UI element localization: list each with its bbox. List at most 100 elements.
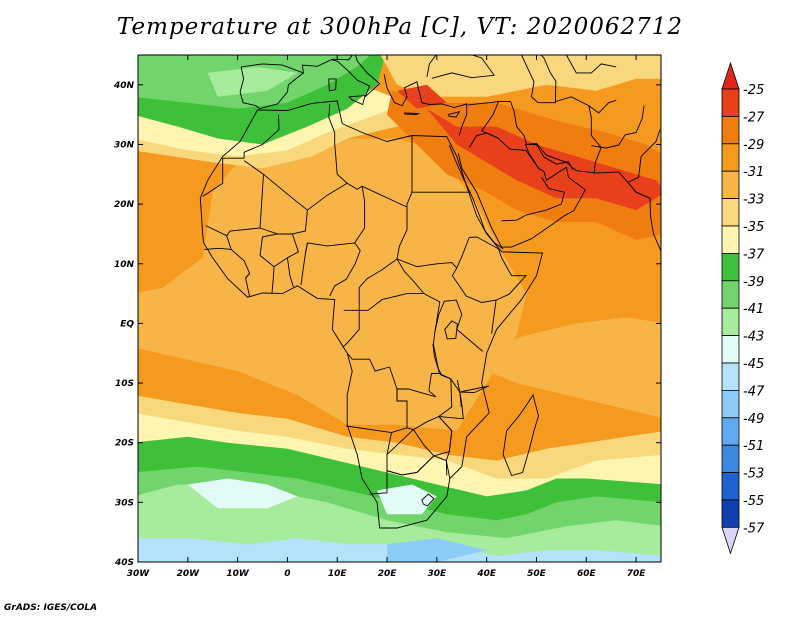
crete bbox=[403, 112, 420, 116]
field-patch-43-south bbox=[187, 478, 298, 509]
border-morocco-algeria bbox=[243, 114, 280, 159]
grads-credit: GrADS: IGES/COLA bbox=[4, 603, 98, 613]
colorbar-swatch bbox=[721, 225, 740, 254]
colorbar-top-arrow bbox=[721, 61, 740, 90]
colorbar-swatch bbox=[721, 499, 740, 528]
border-ghana-togo bbox=[286, 257, 294, 288]
colorbar-level-label: -51 bbox=[743, 439, 764, 454]
colorbar-level-label: -49 bbox=[743, 412, 764, 427]
border-kenya-tanzania bbox=[456, 329, 483, 352]
lon-tick-label: 20W bbox=[177, 569, 201, 579]
lat-tick-label: EQ bbox=[120, 319, 134, 329]
balkan-turkey-coast bbox=[383, 74, 468, 136]
border-turkmenistan bbox=[555, 96, 617, 114]
lon-tick-label: 20E bbox=[378, 569, 398, 579]
colorbar-swatch bbox=[721, 88, 740, 117]
border-tanzania-south bbox=[439, 373, 489, 394]
field-core-25-arabia bbox=[426, 108, 661, 211]
lat-tick-label: 10N bbox=[114, 260, 135, 270]
colorbar-swatch bbox=[721, 335, 740, 364]
border-western-sahara bbox=[202, 157, 245, 197]
field-band-31-africa bbox=[138, 138, 527, 431]
border-afghan-pak bbox=[591, 105, 645, 149]
field-patch-41-north bbox=[207, 66, 298, 97]
border-cameroon-nigeria bbox=[329, 242, 361, 297]
field-band-31-east bbox=[486, 317, 661, 418]
border-drc-east bbox=[396, 293, 441, 401]
lat-tick-label: 20N bbox=[114, 200, 135, 210]
border-senegal-guinea bbox=[204, 247, 232, 250]
lon-tick-label: 10W bbox=[226, 569, 250, 579]
madagascar-coastline bbox=[502, 393, 539, 477]
colorbar-level-label: -43 bbox=[743, 330, 764, 345]
africa-coastline bbox=[199, 100, 544, 529]
border-tunisia-algeria bbox=[328, 103, 336, 144]
border-iraq-iran bbox=[510, 101, 527, 145]
lat-tick-label: 30N bbox=[114, 140, 135, 150]
border-chad-sudan bbox=[396, 207, 408, 260]
lat-tick-label: 40N bbox=[113, 81, 135, 91]
border-niger-chad bbox=[354, 186, 366, 244]
med-north-coast bbox=[241, 55, 381, 98]
colorbar-level-label: -37 bbox=[743, 247, 765, 262]
border-iraq-syria bbox=[481, 101, 500, 139]
lon-tick-label: 60E bbox=[577, 569, 597, 579]
border-pakistan-india bbox=[628, 129, 661, 183]
border-south-africa bbox=[386, 455, 448, 476]
border-saudi bbox=[468, 132, 540, 170]
lat-tick-label: 40S bbox=[114, 558, 134, 568]
lon-tick-label: 70E bbox=[627, 569, 647, 579]
border-car bbox=[358, 258, 425, 311]
lon-tick-label: 30E bbox=[428, 569, 448, 579]
colorbar-swatch bbox=[721, 170, 740, 199]
colorbar-level-label: -27 bbox=[743, 110, 765, 125]
border-libya-west bbox=[334, 143, 363, 190]
border-uganda bbox=[434, 299, 463, 332]
lake-tanganyika bbox=[432, 343, 443, 376]
border-mozambique bbox=[437, 385, 489, 479]
latitude-axis: 40N 30N 20N 10N EQ 10S 20S 30S 40S bbox=[113, 81, 661, 568]
border-chad-libya bbox=[361, 185, 408, 208]
lon-tick-label: 0 bbox=[284, 569, 290, 579]
colorbar-swatch bbox=[721, 472, 740, 501]
black-sea-coast bbox=[426, 55, 495, 79]
border-libya-egypt bbox=[406, 135, 413, 208]
colorbar-swatch bbox=[721, 362, 740, 391]
colorbar-swatch bbox=[721, 444, 740, 474]
colorbar: -25 -27 -29 -31 -33 -35 -37 -39 -41 -43 -45 -47 -49 -… bbox=[721, 61, 765, 555]
field-patch-43-cape bbox=[377, 484, 437, 515]
colorbar-level-label: -53 bbox=[743, 467, 764, 482]
colorbar-level-label: -35 bbox=[743, 220, 764, 235]
colorbar-swatch bbox=[721, 280, 740, 309]
lake-victoria bbox=[444, 320, 458, 340]
border-iran-east bbox=[588, 105, 602, 174]
map-title: Temperature at 300hPa [C], VT: 202006271… bbox=[116, 14, 684, 40]
lat-tick-label: 10S bbox=[115, 379, 134, 389]
border-congo-gabon bbox=[342, 309, 360, 348]
border-liberia-ivory bbox=[245, 273, 251, 297]
border-syria-turkey bbox=[467, 101, 511, 106]
persian-gulf-iran bbox=[529, 144, 574, 170]
colorbar-level-label: -39 bbox=[743, 275, 764, 290]
colorbar-bottom-arrow bbox=[721, 527, 740, 555]
colorbar-level-label: -45 bbox=[743, 357, 764, 372]
border-niger-nigeria bbox=[304, 242, 355, 254]
colorbar-swatch bbox=[721, 143, 740, 172]
red-sea-inner bbox=[448, 144, 504, 250]
lat-tick-label: 30S bbox=[115, 498, 134, 508]
colorbar-level-label: -41 bbox=[743, 302, 764, 317]
caspian-coast bbox=[521, 55, 557, 104]
colorbar-level-label: -33 bbox=[743, 193, 764, 208]
lon-tick-label: 50E bbox=[527, 569, 547, 579]
border-mauritania bbox=[205, 160, 264, 237]
longitude-axis: 30W 20W 10W 0 10E 20E 30E 40E 50E 60E 70E bbox=[127, 55, 647, 579]
cyprus bbox=[447, 110, 461, 118]
lat-tick-label: 20S bbox=[115, 439, 134, 449]
country-borders bbox=[199, 55, 661, 529]
colorbar-level-label: -57 bbox=[743, 521, 765, 536]
border-zambia bbox=[406, 373, 453, 431]
sardinia bbox=[328, 78, 337, 92]
border-ivory-ghana bbox=[271, 266, 275, 294]
border-uzbek-kaz bbox=[566, 55, 617, 74]
